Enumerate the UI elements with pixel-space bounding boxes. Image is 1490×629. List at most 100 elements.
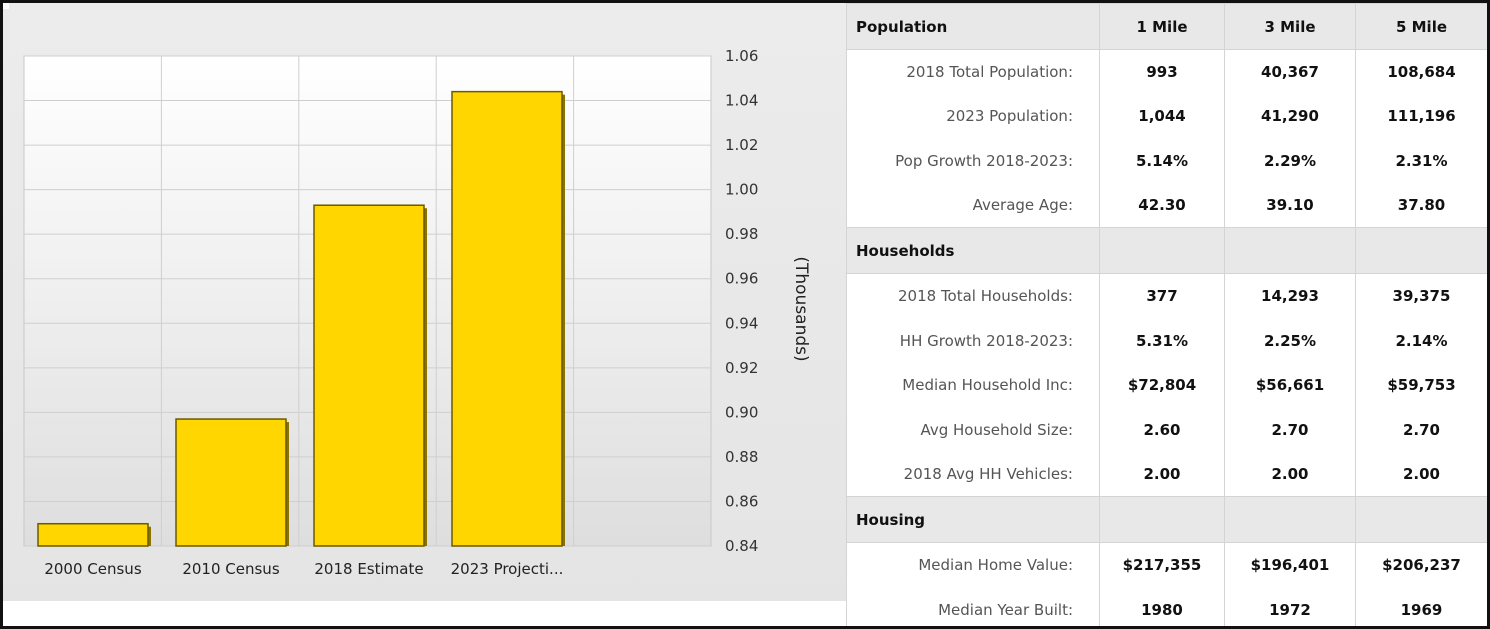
row-value: 2.14%: [1355, 318, 1487, 364]
bar[interactable]: [37, 522, 149, 547]
row-value: 39,375: [1355, 273, 1487, 319]
y-tick-label: 0.86: [725, 492, 758, 510]
y-tick-label: 1.04: [725, 92, 758, 110]
row-label: Avg Household Size:: [846, 407, 1100, 453]
table-row: Avg Household Size: 2.60 2.70 2.70: [846, 407, 1487, 453]
row-value: 42.30: [1099, 183, 1225, 228]
demographics-table: Population 1 Mile 3 Mile 5 Mile 2018 Total P…: [846, 3, 1487, 626]
row-value: $72,804: [1099, 363, 1225, 408]
row-value: 2.60: [1099, 407, 1225, 453]
section-blank-cell: [1099, 496, 1225, 544]
row-value: 5.31%: [1099, 318, 1225, 364]
row-value: 41,290: [1224, 94, 1356, 139]
y-tick-label: 0.90: [725, 403, 758, 421]
y-tick-label: 0.96: [725, 270, 758, 288]
header-column: 1 Mile: [1099, 3, 1225, 50]
row-value: 2.29%: [1224, 138, 1356, 184]
row-value: $59,753: [1355, 363, 1487, 408]
chart-svg: 0.84 0.86 0.88 0.90 0.92 0.94 0.96 0.98 1.00 1.02…: [3, 3, 846, 626]
section-title: Households: [846, 227, 1100, 275]
row-label: HH Growth 2018-2023:: [846, 318, 1100, 364]
row-value: 2.00: [1099, 452, 1225, 497]
row-label: 2018 Total Population:: [846, 49, 1100, 95]
table-row: 2018 Total Population: 993 40,367 108,684: [846, 49, 1487, 95]
row-value: 2.00: [1355, 452, 1487, 497]
x-category-label: 2000 Census: [44, 560, 141, 578]
demographics-table-panel: Population 1 Mile 3 Mile 5 Mile 2018 Total P…: [846, 3, 1487, 626]
row-value: 39.10: [1224, 183, 1356, 228]
row-value: 1,044: [1099, 94, 1225, 139]
table-row: Median Year Built: 1980 1972 1969: [846, 587, 1487, 626]
section-header-row: Housing: [846, 496, 1487, 544]
row-value: 108,684: [1355, 49, 1487, 95]
row-value: 377: [1099, 273, 1225, 319]
row-value: 5.14%: [1099, 138, 1225, 184]
table-header-row: Population 1 Mile 3 Mile 5 Mile: [846, 3, 1487, 50]
row-label: 2018 Total Households:: [846, 273, 1100, 319]
y-tick-label: 0.92: [725, 359, 758, 377]
row-value: 2.00: [1224, 452, 1356, 497]
row-value: 1972: [1224, 587, 1356, 626]
table-row: Average Age: 42.30 39.10 37.80: [846, 183, 1487, 228]
bar[interactable]: [313, 204, 425, 547]
bars: [37, 90, 565, 547]
row-value: 2.25%: [1224, 318, 1356, 364]
bar[interactable]: [451, 90, 563, 547]
table-row: HH Growth 2018-2023: 5.31% 2.25% 2.14%: [846, 318, 1487, 364]
y-tick-label: 0.84: [725, 537, 758, 555]
row-value: 37.80: [1355, 183, 1487, 228]
row-label: 2023 Population:: [846, 94, 1100, 139]
section-blank-cell: [1224, 227, 1356, 275]
y-tick-label: 0.88: [725, 448, 758, 466]
row-value: $217,355: [1099, 542, 1225, 588]
x-category-label: 2023 Projecti...: [451, 560, 564, 578]
table-row: Pop Growth 2018-2023: 5.14% 2.29% 2.31%: [846, 138, 1487, 184]
chart-footer: [3, 601, 846, 626]
row-value: 993: [1099, 49, 1225, 95]
table-row: Median Household Inc: $72,804 $56,661 $59,7…: [846, 363, 1487, 408]
y-tick-label: 1.06: [725, 47, 758, 65]
section-blank-cell: [1224, 496, 1356, 544]
row-value: $56,661: [1224, 363, 1356, 408]
y-tick-label: 0.98: [725, 225, 758, 243]
row-label: Median Home Value:: [846, 542, 1100, 588]
y-tick-label: 0.94: [725, 314, 758, 332]
y-tick-label: 1.00: [725, 181, 758, 199]
row-value: 40,367: [1224, 49, 1356, 95]
row-label: 2018 Avg HH Vehicles:: [846, 452, 1100, 497]
table-row: 2018 Total Households: 377 14,293 39,375: [846, 273, 1487, 319]
section-blank-cell: [1099, 227, 1225, 275]
row-value: 1969: [1355, 587, 1487, 626]
row-value: 2.70: [1355, 407, 1487, 453]
x-category-label: 2018 Estimate: [314, 560, 423, 578]
section-blank-cell: [1355, 496, 1487, 544]
section-title: Housing: [846, 496, 1100, 544]
table-row: 2023 Population: 1,044 41,290 111,196: [846, 94, 1487, 139]
section-header-row: Households: [846, 227, 1487, 275]
header-column: 5 Mile: [1355, 3, 1487, 50]
row-value: 1980: [1099, 587, 1225, 626]
x-category-label: 2010 Census: [182, 560, 279, 578]
header-column: 3 Mile: [1224, 3, 1356, 50]
row-value: $206,237: [1355, 542, 1487, 588]
y-tick-labels: 0.84 0.86 0.88 0.90 0.92 0.94 0.96 0.98 1.00 1.02…: [725, 47, 758, 555]
row-value: 14,293: [1224, 273, 1356, 319]
table-row: 2018 Avg HH Vehicles: 2.00 2.00 2.00: [846, 452, 1487, 497]
bar[interactable]: [175, 418, 287, 547]
row-value: 2.70: [1224, 407, 1356, 453]
population-chart: 0.84 0.86 0.88 0.90 0.92 0.94 0.96 0.98 1.00 1.02…: [3, 3, 846, 626]
row-value: 111,196: [1355, 94, 1487, 139]
table-row: Median Home Value: $217,355 $196,401 $206,2…: [846, 542, 1487, 588]
row-value: $196,401: [1224, 542, 1356, 588]
row-label: Median Year Built:: [846, 587, 1100, 626]
row-label: Median Household Inc:: [846, 363, 1100, 408]
section-blank-cell: [1355, 227, 1487, 275]
y-tick-label: 1.02: [725, 136, 758, 154]
row-label: Average Age:: [846, 183, 1100, 228]
y-axis-title: (Thousands): [791, 256, 811, 361]
row-value: 2.31%: [1355, 138, 1487, 184]
x-category-labels: 2000 Census 2010 Census 2018 Estimate 2023 …: [44, 560, 563, 578]
header-section-title: Population: [846, 3, 1100, 50]
row-label: Pop Growth 2018-2023:: [846, 138, 1100, 184]
